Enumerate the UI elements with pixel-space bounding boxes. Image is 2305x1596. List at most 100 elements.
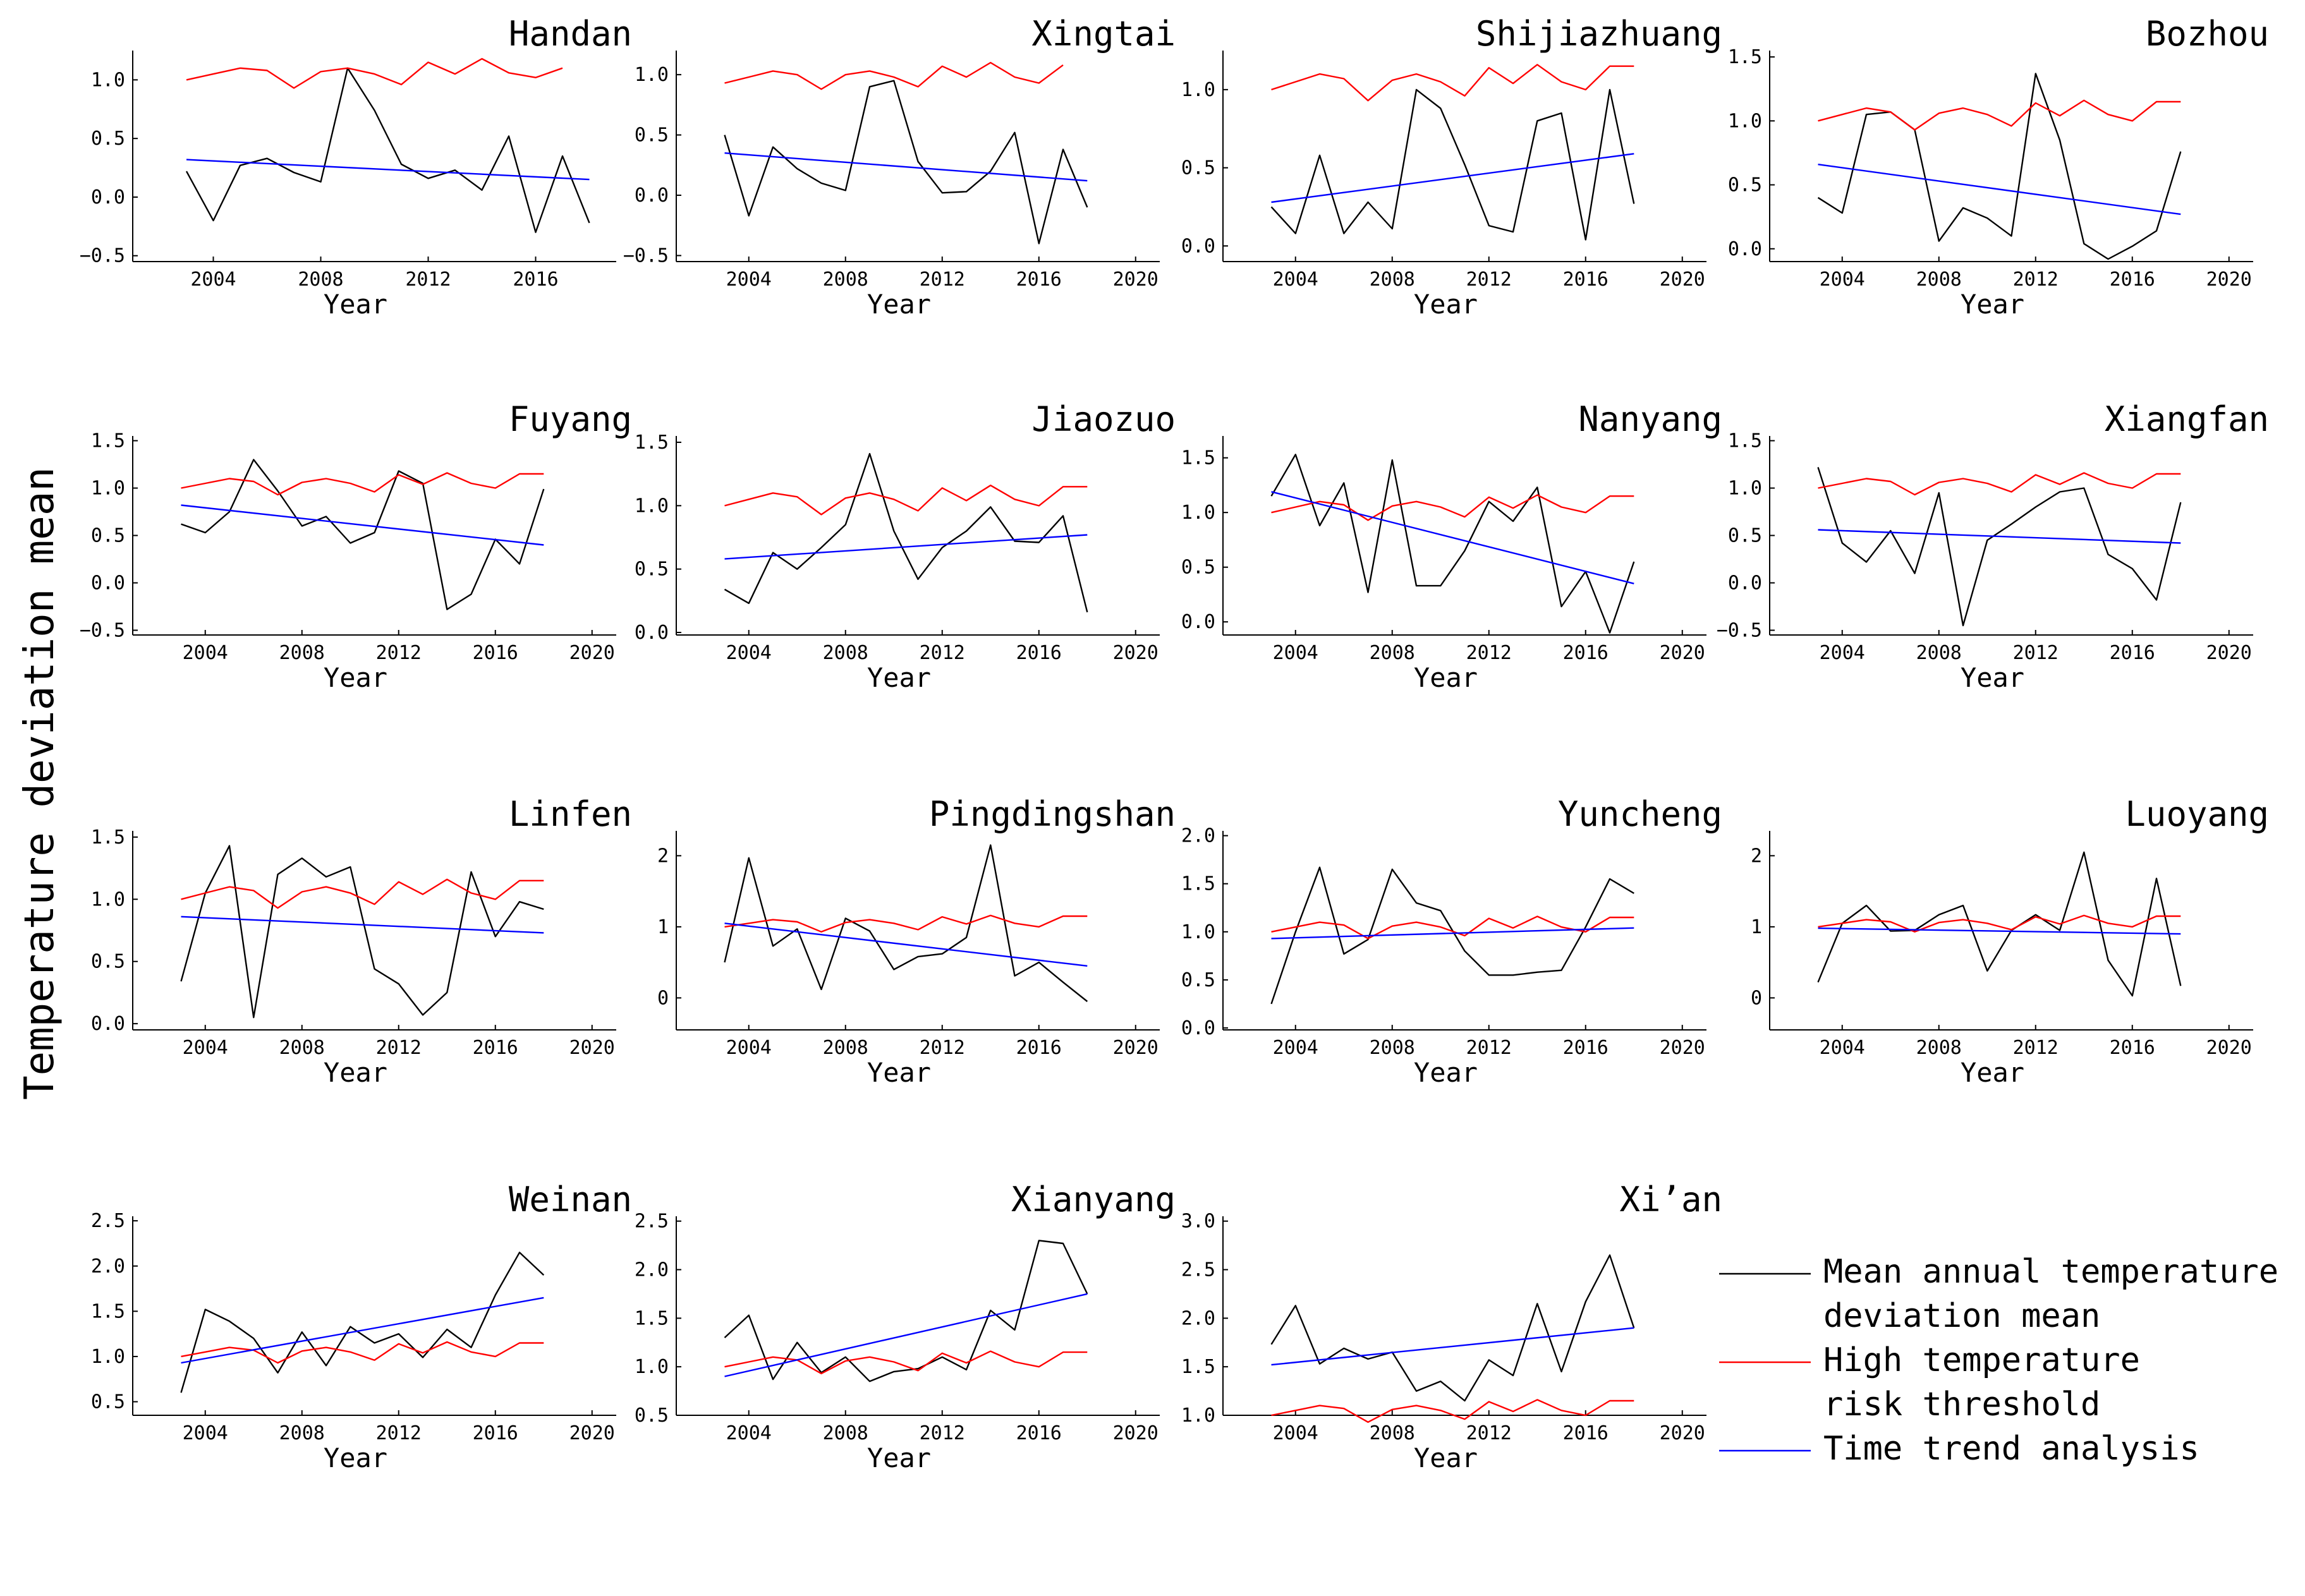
series-threshold bbox=[1818, 472, 2181, 496]
y-tick-label: 0.0 bbox=[1181, 235, 1215, 257]
panel-title: Handan bbox=[509, 14, 632, 54]
panel-weinan: 0.5 1.0 1.5 2.0 2.5 2004 2008 2012 2016 2020 Year W… bbox=[91, 1180, 632, 1473]
x-tick-label: 2004 bbox=[726, 269, 772, 291]
series-threshold bbox=[181, 878, 544, 909]
x-tick-label: 2004 bbox=[1820, 642, 1865, 664]
y-tick-label: 1.0 bbox=[635, 64, 669, 86]
x-axis-label: Year bbox=[867, 662, 931, 693]
x-tick-label: 2020 bbox=[1660, 269, 1705, 291]
panel-bozhou: 0.0 0.5 1.0 1.5 2004 2008 2012 2016 2020 Year Bozh… bbox=[1728, 14, 2269, 320]
y-tick-label: 1.5 bbox=[635, 432, 669, 454]
y-tick-label: 0.0 bbox=[635, 184, 669, 207]
x-tick-label: 2004 bbox=[183, 642, 228, 664]
x-tick-label: 2008 bbox=[1370, 1037, 1415, 1059]
panel-title: Linfen bbox=[509, 794, 632, 834]
panel-title: Fuyang bbox=[509, 399, 632, 439]
series-mean bbox=[1270, 866, 1634, 1005]
panel-xianyang: 0.5 1.0 1.5 2.0 2.5 2004 2008 2012 2016 2020 Year X… bbox=[635, 1180, 1176, 1473]
x-tick-label: 2004 bbox=[726, 1037, 772, 1059]
y-tick-label: 1.5 bbox=[1181, 447, 1215, 469]
x-axis-label: Year bbox=[324, 662, 387, 693]
series-threshold bbox=[724, 1350, 1088, 1375]
series-threshold bbox=[1271, 494, 1634, 521]
x-tick-label: 2008 bbox=[823, 1422, 868, 1444]
series-trend bbox=[724, 534, 1088, 560]
series-trend bbox=[186, 159, 590, 181]
y-tick-label: 1.0 bbox=[1728, 110, 1762, 132]
series-threshold bbox=[724, 485, 1088, 516]
series-threshold bbox=[724, 914, 1088, 933]
x-tick-label: 2020 bbox=[2206, 269, 2252, 291]
x-tick-label: 2008 bbox=[1370, 269, 1415, 291]
y-tick-label: 1 bbox=[657, 916, 669, 938]
x-tick-label: 2012 bbox=[2013, 269, 2059, 291]
x-tick-label: 2020 bbox=[1113, 1422, 1159, 1444]
y-tick-label: 1.5 bbox=[91, 1300, 125, 1322]
y-tick-label: 0.5 bbox=[1728, 174, 1762, 196]
x-tick-label: 2008 bbox=[298, 269, 343, 291]
y-tick-label: 2.0 bbox=[635, 1259, 669, 1281]
x-tick-label: 2016 bbox=[1563, 1037, 1609, 1059]
y-tick-label: −0.5 bbox=[623, 245, 669, 267]
y-tick-label: 0.0 bbox=[91, 572, 125, 595]
x-axis-label: Year bbox=[1961, 1057, 2024, 1088]
series-threshold bbox=[1271, 916, 1634, 940]
y-tick-label: 0.5 bbox=[91, 525, 125, 547]
panel-jiaozuo: 0.0 0.5 1.0 1.5 2004 2008 2012 2016 2020 Year Jiao… bbox=[635, 399, 1176, 693]
y-tick-label: 0.0 bbox=[1728, 572, 1762, 595]
y-tick-label: 2 bbox=[1751, 845, 1762, 867]
y-tick-label: 1.5 bbox=[91, 826, 125, 849]
panel-title: Pingdingshan bbox=[929, 794, 1176, 834]
x-tick-label: 2020 bbox=[569, 1037, 615, 1059]
x-tick-label: 2012 bbox=[920, 1422, 965, 1444]
series-threshold bbox=[186, 57, 563, 89]
series-trend bbox=[181, 1297, 544, 1364]
y-tick-label: 0.5 bbox=[635, 559, 669, 581]
series-trend bbox=[724, 922, 1088, 967]
x-axis-label: Year bbox=[324, 1057, 387, 1088]
x-tick-label: 2016 bbox=[1016, 269, 1062, 291]
x-tick-label: 2004 bbox=[1820, 1037, 1865, 1059]
series-trend bbox=[1818, 529, 2181, 544]
panel-title: Xianyang bbox=[1011, 1180, 1176, 1219]
y-tick-label: 1.0 bbox=[91, 478, 125, 500]
x-axis-label: Year bbox=[867, 1057, 931, 1088]
x-tick-label: 2012 bbox=[1466, 642, 1512, 664]
y-tick-label: 0.5 bbox=[1181, 557, 1215, 579]
y-tick-label: 2.0 bbox=[1181, 1307, 1215, 1329]
y-tick-label: −0.5 bbox=[80, 245, 125, 267]
legend-label: Mean annual temperature bbox=[1823, 1253, 2278, 1291]
x-tick-label: 2016 bbox=[2110, 1037, 2155, 1059]
series-mean bbox=[1817, 851, 2182, 997]
y-tick-label: 0.0 bbox=[635, 622, 669, 644]
series-threshold bbox=[181, 472, 544, 496]
x-tick-label: 2016 bbox=[1563, 269, 1609, 291]
y-tick-label: 0 bbox=[1751, 987, 1762, 1009]
x-tick-label: 2008 bbox=[1370, 1422, 1415, 1444]
x-tick-label: 2012 bbox=[405, 269, 451, 291]
panel-handan: −0.5 0.0 0.5 1.0 2004 2008 2012 2016 Year Handan bbox=[80, 14, 632, 320]
panels: −0.5 0.0 0.5 1.0 2004 2008 2012 2016 Year Handan −… bbox=[80, 14, 2269, 1473]
panel-shijiazhuang: 0.0 0.5 1.0 2004 2008 2012 2016 2020 Year Shijiaz… bbox=[1181, 14, 1722, 320]
series-trend bbox=[1818, 927, 2181, 935]
y-tick-label: 1.5 bbox=[1728, 46, 1762, 68]
y-tick-label: 1.5 bbox=[1181, 873, 1215, 895]
y-tick-label: 2.5 bbox=[1181, 1259, 1215, 1281]
x-tick-label: 2008 bbox=[1916, 269, 1962, 291]
x-tick-label: 2012 bbox=[920, 642, 965, 664]
y-tick-label: 0.5 bbox=[91, 128, 125, 150]
y-tick-label: 1.0 bbox=[635, 495, 669, 517]
series-trend bbox=[181, 916, 544, 934]
y-tick-label: 0.0 bbox=[1181, 611, 1215, 633]
y-tick-label: 1.0 bbox=[1181, 502, 1215, 524]
x-tick-label: 2008 bbox=[823, 1037, 868, 1059]
panel-title: Xingtai bbox=[1031, 14, 1176, 54]
x-tick-label: 2004 bbox=[1273, 1037, 1318, 1059]
panel-pingdingshan: 0 1 2 2004 2008 2012 2016 2020 Year Pingdingshan bbox=[657, 794, 1176, 1088]
legend-label: deviation mean bbox=[1823, 1297, 2100, 1335]
x-axis-label: Year bbox=[324, 1442, 387, 1473]
panel-title: Nanyang bbox=[1578, 399, 1722, 439]
x-tick-label: 2020 bbox=[1113, 642, 1159, 664]
x-tick-label: 2020 bbox=[1113, 1037, 1159, 1059]
